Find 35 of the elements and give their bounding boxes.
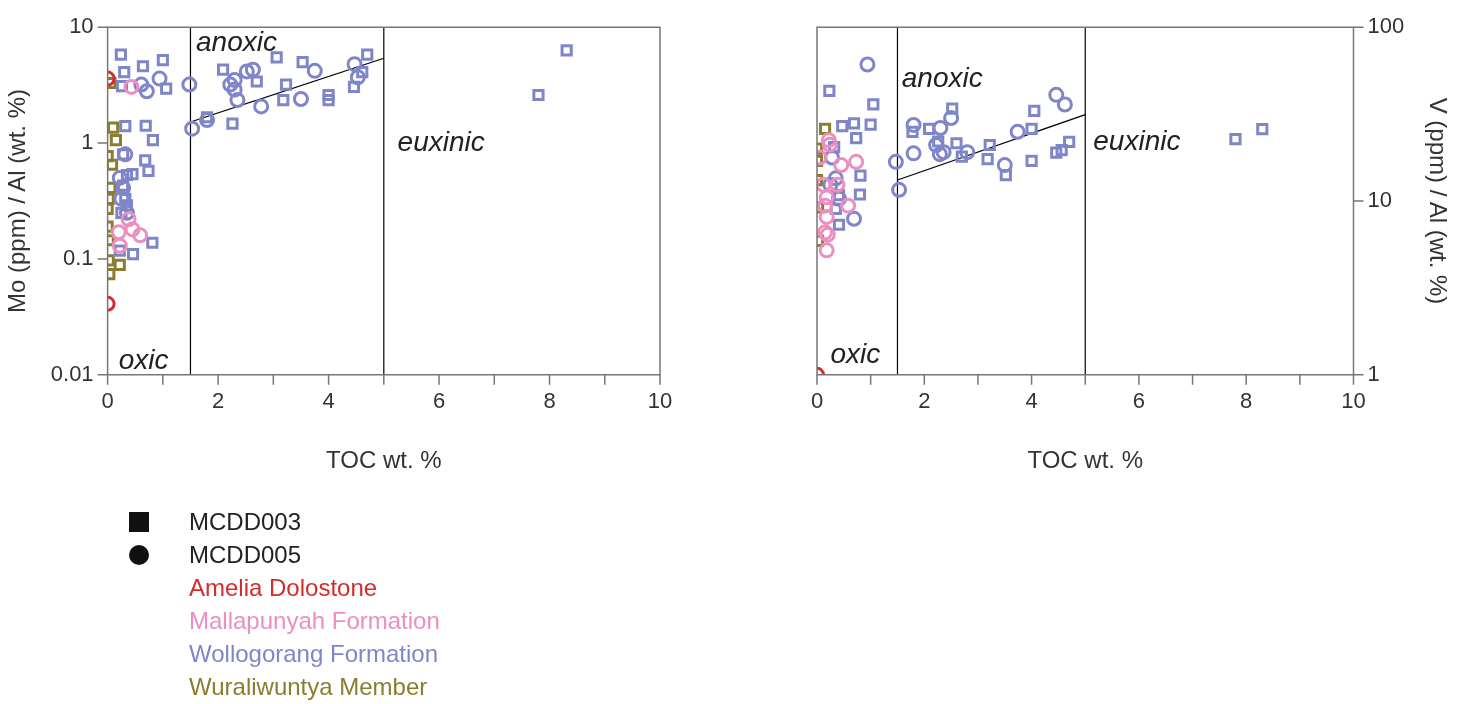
x-tick-label: 4: [322, 388, 335, 414]
text: Mallapunyah Formation: [189, 606, 440, 636]
x-tick-label: 6: [1132, 388, 1146, 414]
annotation: anoxic: [196, 25, 277, 57]
annotation: oxic: [830, 337, 881, 369]
x-tick-label: 8: [1240, 388, 1253, 414]
y-tick-label: 1: [81, 129, 94, 155]
annotation: oxic: [118, 344, 169, 376]
text: MCDD003: [189, 507, 302, 537]
x-tick-label: 2: [918, 388, 931, 414]
x-axis-title: TOC wt. %: [1027, 446, 1144, 474]
text: Amelia Dolostone: [189, 573, 378, 603]
text: Wuraliwuntya Member: [189, 672, 428, 702]
x-tick-label: 6: [432, 388, 446, 414]
y2-tick-label: 1: [1367, 360, 1380, 386]
x-tick-label: 2: [211, 388, 225, 414]
x-tick-label: 8: [543, 388, 556, 414]
text: MCDD005: [189, 540, 302, 570]
y-axis-title: Mo (ppm) / Al (wt. %): [3, 88, 31, 314]
x-tick-label: 0: [810, 388, 824, 414]
annotation: euxinic: [1093, 124, 1181, 156]
y2-axis-title: V (ppm) / Al (wt. %): [1424, 97, 1452, 305]
annotation: euxinic: [397, 125, 485, 157]
x-tick-label: 10: [1341, 388, 1366, 414]
x-tick-label: 4: [1025, 388, 1038, 414]
x-axis-title: TOC wt. %: [326, 446, 442, 474]
y2-tick-label: 100: [1367, 13, 1405, 39]
x-tick-label: 10: [647, 388, 673, 414]
y-tick-label: 10: [69, 13, 94, 39]
x-tick-label: 0: [101, 388, 114, 414]
y2-tick-label: 10: [1367, 187, 1392, 213]
y-tick-label: 0.01: [50, 360, 94, 386]
annotation: anoxic: [901, 62, 983, 94]
y-tick-label: 0.1: [63, 245, 94, 270]
text: Wollogorang Formation: [189, 639, 439, 669]
